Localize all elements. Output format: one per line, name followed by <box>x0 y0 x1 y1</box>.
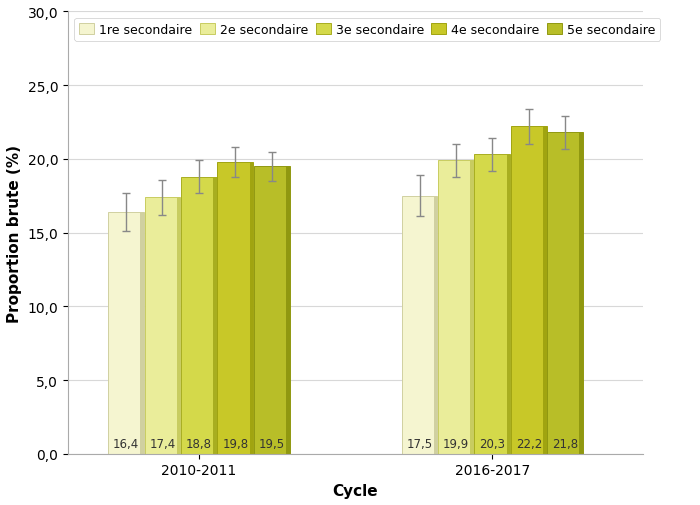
Text: 19,9: 19,9 <box>443 437 469 450</box>
X-axis label: Cycle: Cycle <box>332 483 378 498</box>
Legend: 1re secondaire, 2e secondaire, 3e secondaire, 4e secondaire, 5e secondaire: 1re secondaire, 2e secondaire, 3e second… <box>74 19 661 41</box>
Text: 17,4: 17,4 <box>149 437 176 450</box>
Bar <box>547 133 583 454</box>
Bar <box>145 198 181 454</box>
Bar <box>507 155 510 454</box>
Text: 19,5: 19,5 <box>258 437 285 450</box>
Bar <box>470 161 474 454</box>
Bar <box>434 196 438 454</box>
Bar <box>181 177 217 454</box>
Bar <box>254 167 290 454</box>
Text: 17,5: 17,5 <box>407 437 433 450</box>
Bar <box>543 127 547 454</box>
Text: 21,8: 21,8 <box>552 437 578 450</box>
Text: 16,4: 16,4 <box>113 437 139 450</box>
Bar <box>176 198 181 454</box>
Bar <box>218 163 253 454</box>
Bar <box>140 213 144 454</box>
Bar <box>580 133 583 454</box>
Text: 20,3: 20,3 <box>480 437 505 450</box>
Bar <box>511 127 547 454</box>
Text: 18,8: 18,8 <box>186 437 212 450</box>
Bar <box>213 177 217 454</box>
Y-axis label: Proportion brute (%): Proportion brute (%) <box>7 144 22 322</box>
Bar <box>249 163 253 454</box>
Text: 22,2: 22,2 <box>516 437 542 450</box>
Text: 19,8: 19,8 <box>222 437 248 450</box>
Bar <box>286 167 290 454</box>
Bar <box>475 155 510 454</box>
Bar <box>402 196 438 454</box>
Bar <box>438 161 474 454</box>
Bar <box>108 213 144 454</box>
